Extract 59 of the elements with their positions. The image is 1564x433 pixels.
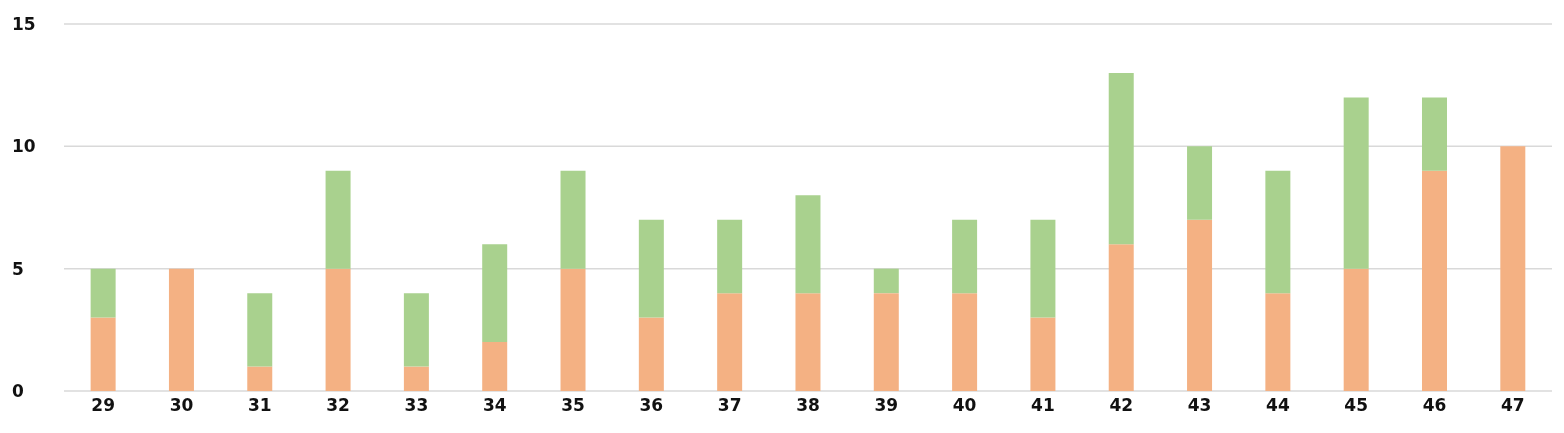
y-tick-label: 0 <box>12 381 24 402</box>
bar <box>247 293 273 367</box>
bar <box>952 219 978 294</box>
bar <box>482 244 508 343</box>
bar <box>638 317 664 391</box>
x-tick-label: 39 <box>874 395 899 416</box>
x-tick-label: 30 <box>169 395 194 416</box>
bar <box>560 170 586 269</box>
bar <box>1343 97 1369 269</box>
x-tick-label: 44 <box>1266 395 1290 416</box>
bar <box>1422 97 1447 171</box>
bar <box>638 219 664 318</box>
bar <box>325 170 351 269</box>
bar <box>952 293 978 391</box>
x-tick-label: 46 <box>1422 395 1447 416</box>
x-tick-label: 43 <box>1187 395 1212 416</box>
bar <box>873 293 899 391</box>
bar <box>795 195 821 294</box>
bar <box>168 268 194 391</box>
bar <box>1500 146 1526 391</box>
x-tick-label: 40 <box>952 395 977 416</box>
x-tick-label: 47 <box>1501 395 1525 416</box>
y-tick-label: 15 <box>12 14 36 35</box>
bar <box>873 268 899 294</box>
x-tick-label: 37 <box>717 395 742 416</box>
x-tick-label: 29 <box>91 395 115 416</box>
x-tick-label: 42 <box>1109 395 1134 416</box>
x-tick-label: 31 <box>247 395 272 416</box>
bar <box>1030 219 1056 318</box>
bar <box>403 366 429 391</box>
bar <box>1265 170 1291 294</box>
bar <box>247 366 273 391</box>
x-tick-label: 34 <box>482 395 507 416</box>
x-tick-label: 33 <box>404 395 429 416</box>
bar <box>1422 170 1447 391</box>
bar <box>90 317 116 391</box>
x-tick-label: 35 <box>561 395 585 416</box>
bar <box>1108 244 1134 391</box>
bar <box>403 293 429 367</box>
bar <box>1030 317 1056 391</box>
bar <box>90 268 116 318</box>
bar <box>717 219 743 294</box>
bar <box>1108 72 1134 245</box>
bar <box>560 268 586 391</box>
bar <box>1265 293 1291 391</box>
x-tick-label: 45 <box>1344 395 1369 416</box>
y-tick-label: 10 <box>12 136 36 157</box>
x-tick-label: 32 <box>326 395 350 416</box>
bar <box>717 293 743 391</box>
bar <box>795 293 821 391</box>
x-tick-label: 38 <box>796 395 820 416</box>
x-tick-label: 36 <box>639 395 664 416</box>
x-tick-label: 41 <box>1031 395 1055 416</box>
bar <box>1187 146 1213 220</box>
bar <box>325 268 351 391</box>
bar <box>1343 268 1369 391</box>
bar <box>482 342 508 391</box>
y-tick-label: 5 <box>12 258 24 279</box>
bar <box>1187 219 1213 391</box>
